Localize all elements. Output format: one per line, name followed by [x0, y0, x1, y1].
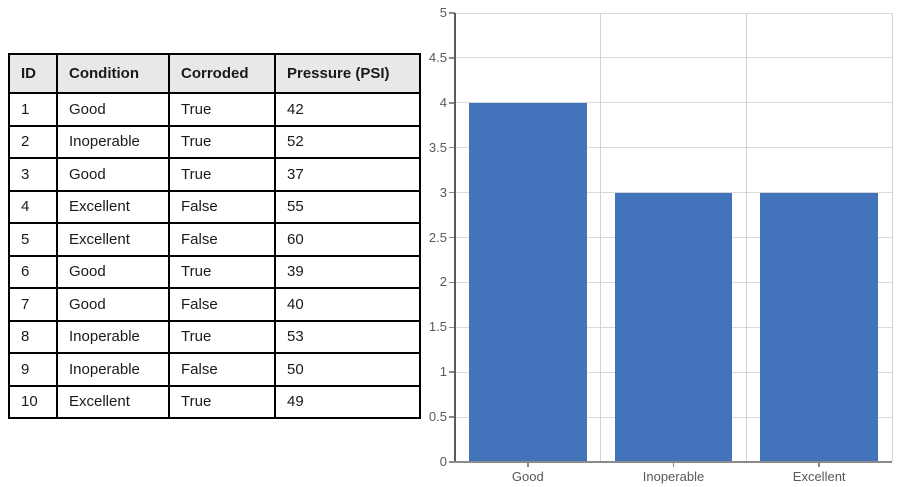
y-gridline — [455, 102, 892, 104]
table-cell: 4 — [8, 189, 58, 224]
y-tick-label: 2 — [439, 274, 447, 290]
table-cell: Inoperable — [56, 352, 170, 387]
table-cell: 39 — [274, 254, 421, 289]
table-cell: 6 — [8, 254, 58, 289]
table-row: 5 Excellent False 60 — [8, 222, 421, 257]
table-row: 10 Excellent True 49 — [8, 384, 421, 419]
y-tick-label: 0 — [439, 454, 447, 469]
table-cell: Inoperable — [56, 319, 170, 354]
table-cell: False — [168, 352, 276, 387]
bar-excellent — [760, 192, 879, 462]
table-cell: 8 — [8, 319, 58, 354]
y-axis-tick — [449, 102, 455, 104]
column-header: Corroded — [168, 53, 276, 94]
table-cell: Good — [56, 92, 170, 127]
table-cell: True — [168, 92, 276, 127]
table-cell: 1 — [8, 92, 58, 127]
column-header: Condition — [56, 53, 170, 94]
bar-chart: 0 0.5 1 1.5 2 2.5 3 3.5 4 4.5 5 Good Inoperable Excel… — [420, 0, 904, 487]
table-cell: Good — [56, 287, 170, 322]
table-cell: Inoperable — [56, 124, 170, 159]
table-cell: 53 — [274, 319, 421, 354]
x-axis-tick — [672, 462, 675, 467]
table-cell: True — [168, 384, 276, 419]
table-cell: False — [168, 189, 276, 224]
table-cell: True — [168, 157, 276, 192]
table-cell: True — [168, 319, 276, 354]
x-gridline — [891, 13, 893, 462]
x-axis — [449, 461, 892, 463]
table-cell: False — [168, 222, 276, 257]
table-cell: True — [168, 124, 276, 159]
table-cell: 55 — [274, 189, 421, 224]
y-axis-tick — [449, 12, 455, 14]
table-cell: Excellent — [56, 384, 170, 419]
y-tick-label: 5 — [439, 5, 447, 20]
bar-good — [468, 102, 587, 462]
column-header: ID — [8, 53, 58, 94]
table-row: 2 Inoperable True 52 — [8, 124, 421, 159]
x-tick-label: Excellent — [792, 469, 846, 484]
table-cell: Good — [56, 157, 170, 192]
y-gridline — [455, 57, 892, 59]
y-axis-tick — [449, 191, 455, 194]
table-cell: 2 — [8, 124, 58, 159]
table-row: 1 Good True 42 — [8, 92, 421, 127]
y-tick-label: 0.5 — [428, 409, 447, 425]
x-tick-label: Good — [511, 469, 544, 484]
table-cell: False — [168, 287, 276, 322]
y-tick-label: 3 — [439, 184, 447, 200]
table-cell: Excellent — [56, 222, 170, 257]
table-cell: 60 — [274, 222, 421, 257]
table-cell: 37 — [274, 157, 421, 192]
table-cell: 40 — [274, 287, 421, 322]
x-axis-tick — [527, 462, 529, 467]
y-tick-label: 1 — [439, 364, 447, 380]
y-axis-tick — [449, 371, 455, 373]
y-tick-label: 2.5 — [428, 229, 447, 245]
table-header-row: ID Condition Corroded Pressure (PSI) — [8, 53, 421, 94]
y-axis-tick — [449, 146, 455, 149]
table-cell: 3 — [8, 157, 58, 192]
table-row: 9 Inoperable False 50 — [8, 352, 421, 387]
table-cell: 49 — [274, 384, 421, 419]
y-axis — [454, 13, 456, 463]
table-cell: Excellent — [56, 189, 170, 224]
y-axis-tick — [449, 236, 455, 239]
y-axis-tick — [449, 57, 455, 59]
table-cell: True — [168, 254, 276, 289]
table-cell: Good — [56, 254, 170, 289]
table-cell: 50 — [274, 352, 421, 387]
y-tick-label: 4 — [439, 94, 447, 110]
table-cell: 42 — [274, 92, 421, 127]
table-cell: 52 — [274, 124, 421, 159]
table-row: 6 Good True 39 — [8, 254, 421, 289]
y-gridline — [455, 12, 892, 14]
table-row: 7 Good False 40 — [8, 287, 421, 322]
table-row: 8 Inoperable True 53 — [8, 319, 421, 354]
y-axis-tick — [449, 281, 455, 284]
x-axis-tick — [818, 462, 820, 467]
x-tick-label: Inoperable — [642, 469, 705, 484]
table-row: 3 Good True 37 — [8, 157, 421, 192]
y-tick-label: 3.5 — [428, 139, 447, 155]
column-header: Pressure (PSI) — [274, 53, 421, 94]
table-cell: 10 — [8, 384, 58, 419]
x-gridline — [745, 13, 747, 462]
y-tick-label: 4.5 — [428, 49, 447, 65]
y-axis-tick — [449, 326, 455, 329]
pipe-data-table: ID Condition Corroded Pressure (PSI) 1 Good T… — [8, 53, 421, 419]
bar-inoperable — [614, 192, 733, 462]
table-cell: 7 — [8, 287, 58, 322]
y-tick-label: 1.5 — [428, 319, 447, 335]
table-cell: 9 — [8, 352, 58, 387]
table-cell: 5 — [8, 222, 58, 257]
table-row: 4 Excellent False 55 — [8, 189, 421, 224]
x-gridline — [600, 13, 602, 462]
y-gridline — [455, 147, 892, 149]
y-axis-tick — [449, 416, 455, 418]
